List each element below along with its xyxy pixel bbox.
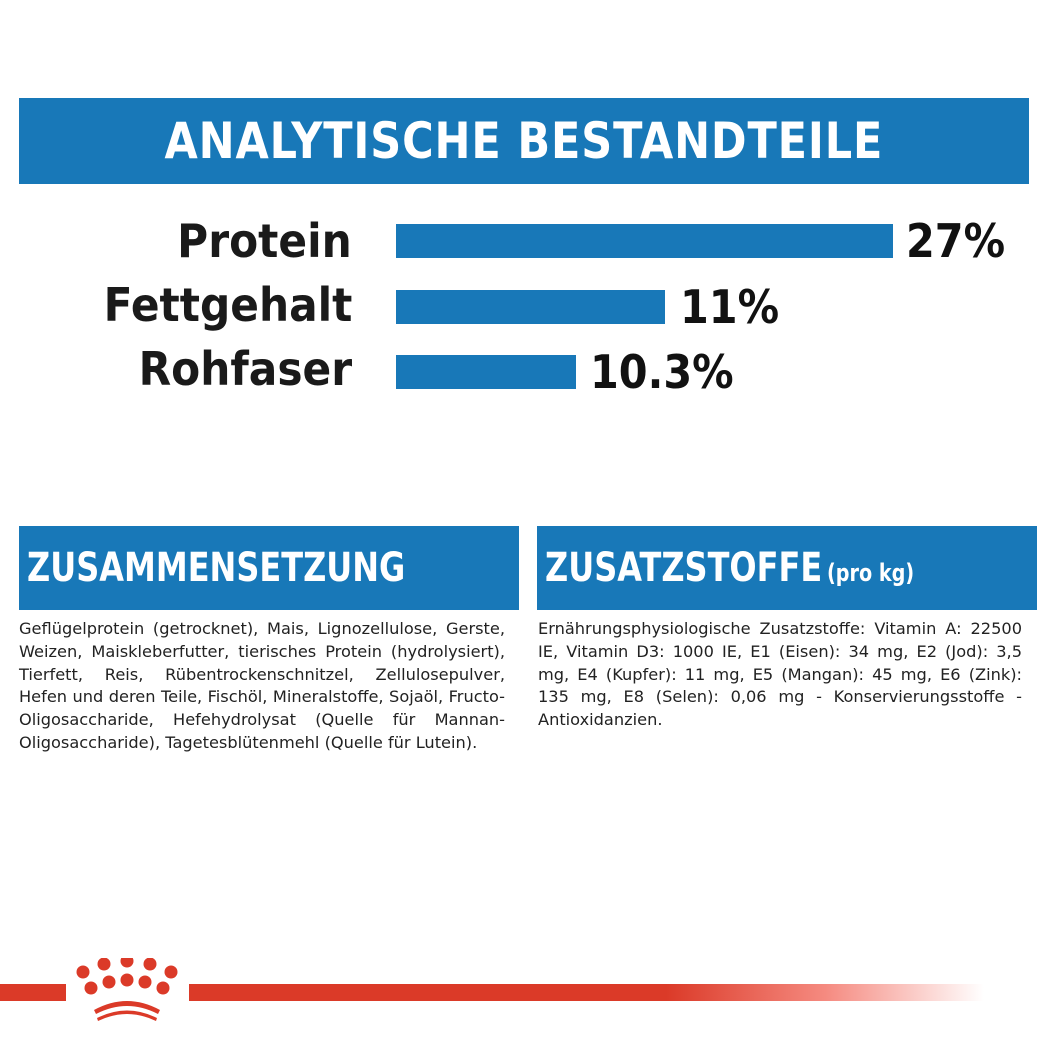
row-label-rohfaser: Rohfaser <box>138 342 352 396</box>
value-fettgehalt: 11% <box>680 280 780 334</box>
row-label-fettgehalt: Fettgehalt <box>103 278 352 332</box>
analytics-title-band: ANALYTISCHE BESTANDTEILE <box>19 98 1029 184</box>
additives-title: ZUSATZSTOFFE <box>545 545 823 591</box>
value-rohfaser: 10.3% <box>590 345 734 399</box>
analytics-title: ANALYTISCHE BESTANDTEILE <box>164 112 884 170</box>
crown-icon <box>76 958 178 1021</box>
composition-title: ZUSAMMENSETZUNG <box>27 545 406 591</box>
footer-line-left <box>0 984 66 1001</box>
bar-fettgehalt <box>396 290 665 324</box>
bar-protein <box>396 224 893 258</box>
row-label-protein: Protein <box>177 214 352 268</box>
composition-title-band: ZUSAMMENSETZUNG <box>19 526 519 610</box>
additives-title-band: ZUSATZSTOFFE (pro kg) <box>537 526 1037 610</box>
additives-title-wrap: ZUSATZSTOFFE (pro kg) <box>545 545 914 591</box>
value-protein: 27% <box>906 214 1006 268</box>
composition-text: Geflügelprotein (getrocknet), Mais, Lign… <box>19 619 505 752</box>
bar-rohfaser <box>396 355 576 389</box>
additives-text: Ernährungsphysiologische Zusatzstoffe: V… <box>538 619 1022 730</box>
additives-subtitle: (pro kg) <box>827 559 915 587</box>
footer-line-right <box>189 984 984 1001</box>
